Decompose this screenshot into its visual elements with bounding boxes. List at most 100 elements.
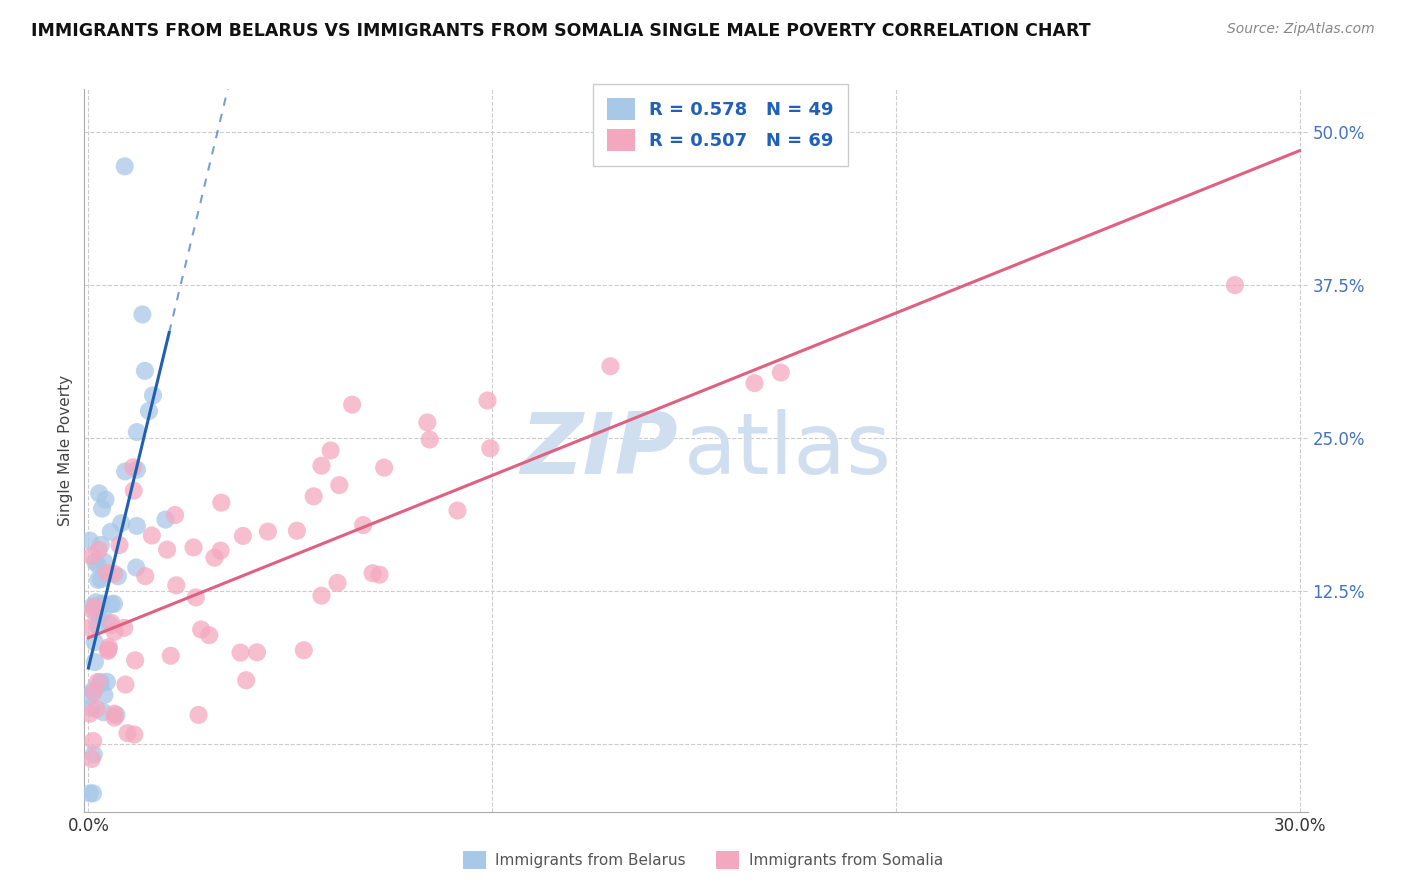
Point	[165, 508, 187, 522]
Point	[187, 708, 209, 723]
Point	[79, 706, 101, 721]
Point	[86, 702, 108, 716]
Point	[103, 706, 125, 721]
Point	[352, 518, 374, 533]
Point	[84, 655, 107, 669]
Point	[80, 549, 103, 563]
Point	[84, 555, 107, 569]
Point	[156, 542, 179, 557]
Point	[125, 519, 148, 533]
Point	[79, 690, 101, 704]
Legend: R = 0.578   N = 49, R = 0.507   N = 69: R = 0.578 N = 49, R = 0.507 N = 69	[593, 84, 848, 166]
Point	[155, 512, 177, 526]
Point	[82, 603, 104, 617]
Y-axis label: Single Male Poverty: Single Male Poverty	[58, 375, 73, 526]
Text: Source: ZipAtlas.com: Source: ZipAtlas.com	[1227, 22, 1375, 37]
Point	[326, 575, 349, 590]
Point	[446, 503, 468, 517]
Point	[285, 524, 308, 538]
Point	[91, 597, 114, 611]
Point	[82, 599, 104, 614]
Point	[82, 786, 104, 800]
Point	[311, 458, 333, 473]
Point	[97, 644, 120, 658]
Point	[311, 589, 333, 603]
Point	[83, 685, 105, 699]
Point	[134, 364, 156, 378]
Text: atlas: atlas	[683, 409, 891, 492]
Point	[125, 560, 148, 574]
Point	[97, 642, 120, 657]
Point	[89, 486, 111, 500]
Point	[477, 393, 499, 408]
Point	[292, 643, 315, 657]
Point	[103, 710, 125, 724]
Point	[83, 599, 105, 614]
Point	[122, 483, 145, 498]
Point	[1223, 278, 1246, 293]
Point	[90, 677, 112, 691]
Point	[599, 359, 621, 374]
Point	[235, 673, 257, 688]
Point	[86, 603, 108, 617]
Point	[79, 533, 101, 548]
Point	[80, 700, 103, 714]
Point	[125, 425, 148, 439]
Legend: Immigrants from Belarus, Immigrants from Somalia: Immigrants from Belarus, Immigrants from…	[457, 845, 949, 875]
Point	[80, 752, 103, 766]
Point	[229, 646, 252, 660]
Point	[97, 640, 120, 654]
Point	[190, 623, 212, 637]
Point	[246, 645, 269, 659]
Point	[86, 558, 108, 572]
Point	[83, 747, 105, 762]
Point	[114, 677, 136, 691]
Point	[107, 569, 129, 583]
Point	[91, 607, 114, 622]
Point	[165, 578, 187, 592]
Point	[93, 555, 115, 569]
Point	[209, 543, 232, 558]
Point	[87, 619, 110, 633]
Point	[103, 597, 125, 611]
Point	[94, 492, 117, 507]
Point	[86, 675, 108, 690]
Point	[117, 726, 139, 740]
Point	[302, 489, 325, 503]
Point	[122, 728, 145, 742]
Point	[328, 478, 350, 492]
Point	[83, 635, 105, 649]
Point	[125, 463, 148, 477]
Point	[232, 529, 254, 543]
Text: IMMIGRANTS FROM BELARUS VS IMMIGRANTS FROM SOMALIA SINGLE MALE POVERTY CORRELATI: IMMIGRANTS FROM BELARUS VS IMMIGRANTS FR…	[31, 22, 1091, 40]
Point	[84, 595, 107, 609]
Point	[90, 598, 112, 612]
Point	[90, 572, 112, 586]
Point	[134, 569, 156, 583]
Point	[124, 653, 146, 667]
Point	[100, 597, 122, 611]
Point	[114, 465, 136, 479]
Point	[159, 648, 181, 663]
Point	[122, 460, 145, 475]
Point	[138, 404, 160, 418]
Point	[141, 528, 163, 542]
Point	[769, 366, 792, 380]
Point	[93, 705, 115, 719]
Point	[319, 443, 342, 458]
Point	[184, 591, 207, 605]
Point	[340, 398, 363, 412]
Point	[416, 416, 439, 430]
Point	[209, 495, 232, 509]
Point	[110, 516, 132, 531]
Point	[96, 566, 118, 580]
Point	[100, 615, 122, 630]
Point	[82, 734, 104, 748]
Point	[198, 628, 221, 642]
Point	[90, 538, 112, 552]
Point	[90, 675, 112, 690]
Point	[87, 573, 110, 587]
Point	[744, 376, 766, 390]
Point	[87, 542, 110, 557]
Point	[419, 433, 441, 447]
